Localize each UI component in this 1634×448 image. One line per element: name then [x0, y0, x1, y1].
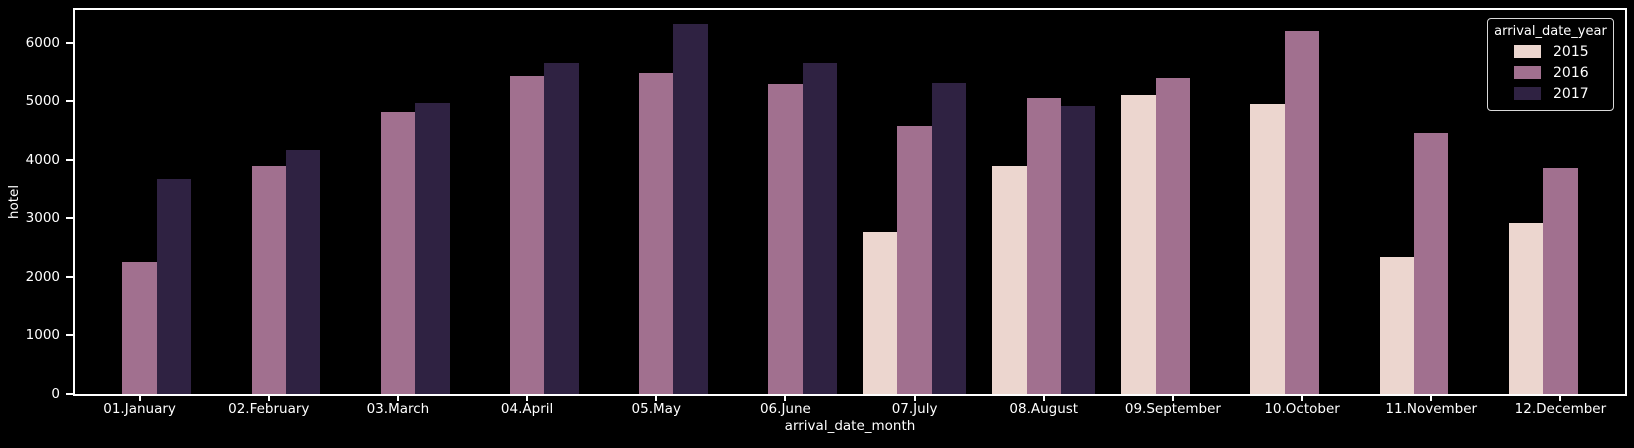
legend-entry-2016: 2016	[1493, 62, 1608, 83]
y-tick-label-0: 0	[51, 386, 60, 402]
y-tick-label-4000: 4000	[25, 151, 60, 168]
legend-label-2017: 2017	[1553, 85, 1589, 102]
bar-2017-07.July	[931, 83, 967, 394]
y-tick-mark-5000	[66, 100, 73, 103]
bar-2016-12.December	[1543, 168, 1578, 394]
y-tick-label-3000: 3000	[25, 210, 60, 227]
y-tick-mark-0	[66, 393, 73, 395]
x-tick-mark-08.August	[1042, 396, 1045, 401]
x-tick-mark-06.June	[784, 396, 787, 401]
x-tick-mark-09.September	[1171, 396, 1174, 401]
bar-2017-08.August	[1060, 105, 1096, 394]
bar-2015-08.August	[992, 166, 1027, 394]
bar-2016-10.October	[1284, 30, 1320, 394]
x-tick-label-02.February: 02.February	[228, 401, 310, 417]
bar-2017-03.March	[415, 103, 450, 394]
y-tick-label-5000: 5000	[25, 93, 60, 110]
legend-entries: 2015 2016 2017	[1493, 41, 1608, 104]
x-tick-label-08.August: 08.August	[1009, 401, 1079, 417]
y-tick-label-6000: 6000	[25, 34, 60, 51]
legend-swatch-2016	[1514, 66, 1541, 79]
x-tick-label-10.October: 10.October	[1264, 401, 1340, 417]
legend-entry-2017: 2017	[1493, 83, 1608, 104]
x-tick-label-09.September: 09.September	[1124, 401, 1221, 417]
bar-2015-07.July	[862, 231, 898, 394]
bar-2015-11.November	[1379, 257, 1415, 394]
legend-title: arrival_date_year	[1494, 24, 1607, 39]
bar-2017-02.February	[285, 149, 321, 394]
bar-2015-10.October	[1250, 103, 1285, 394]
bar-2016-03.March	[380, 111, 416, 394]
y-tick-mark-2000	[66, 275, 73, 278]
plot-area	[73, 8, 1627, 396]
legend-label-2016: 2016	[1553, 64, 1589, 81]
x-tick-mark-05.May	[655, 396, 658, 401]
x-tick-label-12.December: 12.December	[1514, 401, 1607, 417]
bar-2017-06.June	[802, 63, 838, 394]
x-tick-label-05.May: 05.May	[631, 401, 681, 417]
x-tick-mark-02.February	[267, 396, 270, 401]
x-tick-label-11.November: 11.November	[1385, 401, 1478, 417]
x-tick-mark-11.November	[1430, 396, 1433, 401]
x-tick-label-04.April: 04.April	[500, 401, 554, 417]
legend-swatch-2015	[1514, 45, 1541, 58]
bar-2015-12.December	[1508, 223, 1544, 394]
x-tick-mark-03.March	[396, 396, 399, 401]
legend: arrival_date_year 2015 2016 2017	[1487, 18, 1614, 111]
bar-2016-04.April	[509, 76, 545, 394]
x-tick-mark-01.January	[138, 396, 141, 401]
bar-2017-01.January	[156, 178, 192, 394]
bar-2016-02.February	[251, 166, 286, 394]
y-tick-mark-3000	[66, 217, 73, 220]
legend-swatch-2017	[1514, 87, 1541, 100]
bar-2016-06.June	[768, 84, 803, 394]
y-tick-mark-6000	[66, 41, 73, 44]
x-tick-label-01.January: 01.January	[103, 401, 176, 417]
x-tick-label-07.July: 07.July	[891, 401, 938, 417]
bar-2016-01.January	[122, 262, 157, 394]
bar-2016-08.August	[1026, 97, 1061, 394]
y-tick-label-1000: 1000	[25, 327, 60, 344]
x-tick-mark-10.October	[1301, 396, 1304, 401]
bar-2017-05.May	[673, 24, 708, 394]
bar-2015-09.September	[1121, 94, 1156, 394]
bar-2016-11.November	[1414, 133, 1449, 394]
y-tick-label-2000: 2000	[25, 268, 60, 285]
bar-2017-04.April	[544, 62, 579, 394]
y-tick-mark-1000	[66, 334, 73, 337]
x-tick-label-06.June: 06.June	[759, 401, 811, 417]
x-tick-mark-07.July	[913, 396, 916, 401]
x-axis-label: arrival_date_month	[784, 418, 916, 434]
x-tick-label-03.March: 03.March	[366, 401, 430, 417]
legend-entry-2015: 2015	[1493, 41, 1608, 62]
y-tick-mark-4000	[66, 158, 73, 161]
x-tick-mark-04.April	[526, 396, 529, 401]
bar-2016-07.July	[897, 126, 932, 394]
x-tick-mark-12.December	[1559, 396, 1562, 401]
bar-2016-09.September	[1155, 78, 1191, 394]
legend-label-2015: 2015	[1553, 43, 1589, 60]
bar-2016-05.May	[639, 73, 674, 394]
y-axis-label: hotel	[6, 184, 22, 220]
